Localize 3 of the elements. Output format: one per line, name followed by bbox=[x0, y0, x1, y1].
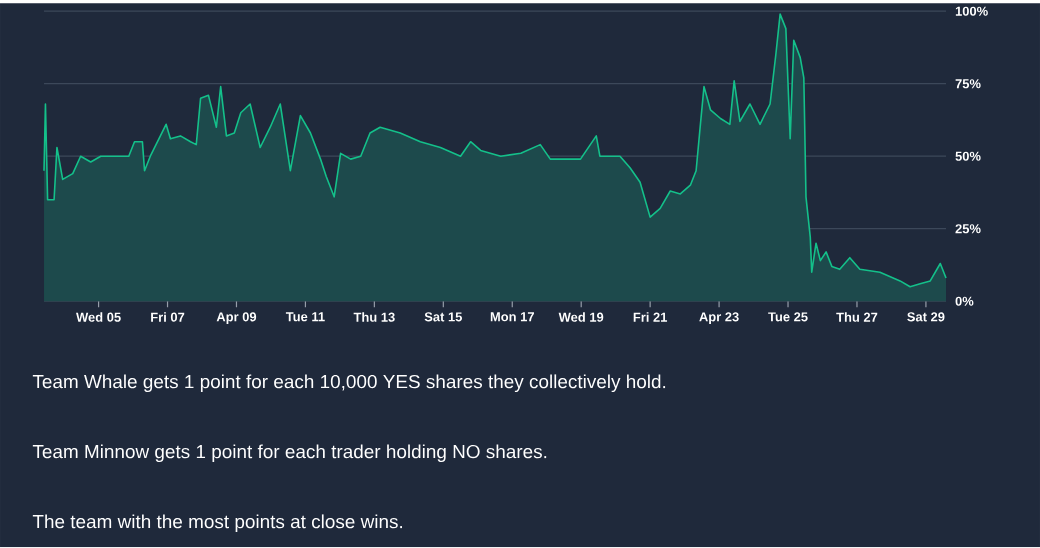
text: Team Minnow gets 1 point for each trader holding NO shares. bbox=[32, 444, 547, 463]
text: Team Whale gets 1 point for each 10,000 YES shares they collectively hold. bbox=[32, 374, 666, 393]
text: The team with the most points at close wins. bbox=[32, 514, 403, 533]
